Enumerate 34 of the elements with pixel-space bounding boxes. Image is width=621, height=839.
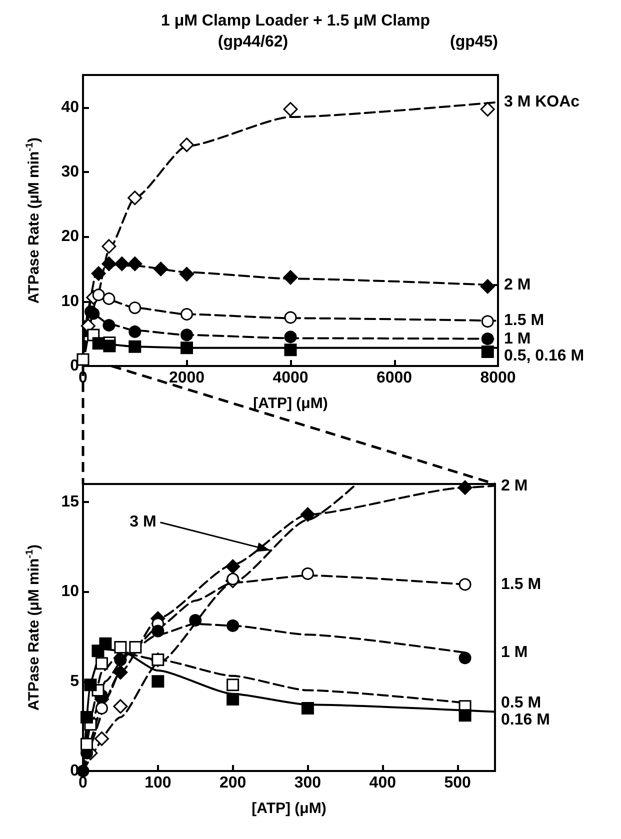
series-label: 1.5 M: [504, 312, 544, 330]
y-tick-label: 10: [61, 292, 80, 310]
x-tick-label: 6000: [376, 370, 412, 386]
text: (gp44/62): [218, 34, 288, 50]
x-tick-label: 4000: [272, 370, 308, 386]
x-axis-title: [ATP] (μM): [253, 395, 328, 412]
text: (gp45): [450, 34, 498, 50]
y-axis-title: ATPase Rate (μM min-1): [24, 544, 42, 711]
x-tick-label: 400: [369, 774, 396, 792]
series-label: 0.16 M: [501, 711, 550, 728]
series-label: 3 M KOAc: [504, 94, 580, 111]
x-tick-label: 100: [144, 774, 172, 792]
x-tick-label: 2000: [168, 370, 205, 386]
text: 1 M: [501, 644, 528, 662]
y-tick-label: 20: [61, 228, 80, 246]
annotation: 3 M: [130, 514, 156, 531]
series-label: 2 M: [504, 276, 531, 294]
y-axis-title: ATPase Rate (μM min-1): [24, 137, 42, 304]
series-label: 2 M: [501, 477, 528, 494]
y-tick-label: 40: [61, 98, 80, 116]
y-tick-label: 5: [70, 672, 80, 690]
x-tick-label: 200: [219, 774, 246, 792]
chart-title: 1 μM Clamp Loader + 1.5 μM Clamp: [161, 12, 430, 30]
series-label: 0.5, 0.16 M: [504, 347, 584, 364]
y-tick-label: 30: [61, 164, 80, 180]
series-label: 1 M: [504, 330, 531, 348]
x-tick-label: 8000: [480, 370, 516, 386]
x-axis-title: [ATP] (μM): [252, 800, 326, 817]
text: 0.5 M: [501, 694, 542, 712]
text: 1.5 M: [501, 576, 542, 593]
x-tick-label: 500: [444, 774, 471, 792]
x-tick-label: 300: [294, 774, 322, 792]
y-tick-label: 15: [61, 493, 80, 510]
y-tick-label: 10: [61, 583, 80, 600]
